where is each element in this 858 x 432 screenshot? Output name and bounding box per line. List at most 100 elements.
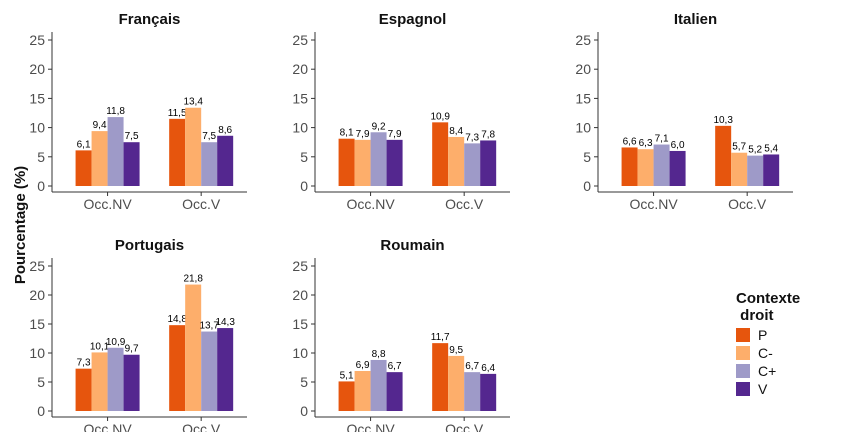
y-axis-label: Pourcentage (%) xyxy=(12,166,29,284)
data-label: 7,3 xyxy=(465,132,479,143)
legend-title: Contexte xyxy=(736,290,800,307)
y-tick-label: 15 xyxy=(575,90,591,106)
data-label: 9,4 xyxy=(93,120,107,131)
y-tick-label: 5 xyxy=(37,374,45,390)
data-label: 6,6 xyxy=(623,136,637,147)
data-label: 7,9 xyxy=(356,129,370,140)
bar-C--Occ.NV xyxy=(91,352,108,411)
data-label: 5,1 xyxy=(340,370,354,381)
legend-swatch-C- xyxy=(736,346,750,360)
data-label: 21,8 xyxy=(183,274,203,285)
data-label: 7,5 xyxy=(202,131,216,142)
x-tick-label: Occ.NV xyxy=(346,196,395,212)
data-label: 10,3 xyxy=(713,115,733,126)
bar-P-Occ.NV xyxy=(75,368,92,411)
data-label: 9,7 xyxy=(125,344,139,355)
panel-title: Roumain xyxy=(380,237,444,254)
bar-P-Occ.V xyxy=(715,125,732,186)
bar-C--Occ.V xyxy=(448,355,465,411)
legend-swatch-P xyxy=(736,328,750,342)
data-label: 6,7 xyxy=(388,361,402,372)
y-tick-label: 25 xyxy=(29,32,45,48)
panel-4: Roumain05101520255,16,98,86,7Occ.NV11,79… xyxy=(292,237,510,432)
y-tick-label: 15 xyxy=(29,90,45,106)
bar-P-Occ.NV xyxy=(75,150,92,186)
y-tick-label: 20 xyxy=(29,287,45,303)
bar-C+-Occ.NV xyxy=(107,117,124,186)
bar-P-Occ.NV xyxy=(338,381,355,411)
data-label: 7,3 xyxy=(77,358,91,369)
legend-label: V xyxy=(758,381,768,397)
x-tick-label: Occ.NV xyxy=(83,196,132,212)
y-tick-label: 0 xyxy=(583,178,591,194)
y-tick-label: 10 xyxy=(29,345,45,361)
bar-C--Occ.NV xyxy=(354,139,371,186)
data-label: 7,9 xyxy=(388,129,402,140)
bar-V-Occ.NV xyxy=(123,142,140,186)
data-label: 10,9 xyxy=(106,337,126,348)
bar-V-Occ.NV xyxy=(386,139,403,186)
data-label: 13,7 xyxy=(199,321,219,332)
y-tick-label: 10 xyxy=(292,345,308,361)
y-tick-label: 5 xyxy=(300,374,308,390)
y-tick-label: 10 xyxy=(292,120,308,136)
bar-C+-Occ.NV xyxy=(370,132,387,186)
data-label: 10,9 xyxy=(430,111,450,122)
bar-V-Occ.NV xyxy=(669,150,686,186)
data-label: 8,1 xyxy=(340,128,354,139)
bar-P-Occ.NV xyxy=(338,138,355,186)
y-tick-label: 15 xyxy=(29,316,45,332)
bar-C--Occ.NV xyxy=(91,131,108,186)
y-tick-label: 20 xyxy=(575,61,591,77)
data-label: 6,0 xyxy=(671,140,685,151)
y-tick-label: 15 xyxy=(292,90,308,106)
legend-label: P xyxy=(758,327,767,343)
bar-C--Occ.V xyxy=(185,107,202,186)
data-label: 6,4 xyxy=(481,363,495,374)
bar-C+-Occ.V xyxy=(464,143,481,186)
data-label: 9,2 xyxy=(372,121,386,132)
data-label: 5,2 xyxy=(748,145,762,156)
bar-V-Occ.V xyxy=(480,140,497,186)
data-label: 8,8 xyxy=(372,349,386,360)
panel-title: Français xyxy=(119,11,181,28)
bar-C+-Occ.V xyxy=(747,155,764,186)
panel-title: Portugais xyxy=(115,237,184,254)
x-tick-label: Occ.V xyxy=(445,196,484,212)
data-label: 10,1 xyxy=(90,341,110,352)
y-tick-label: 25 xyxy=(292,258,308,274)
bar-C+-Occ.NV xyxy=(370,359,387,411)
data-label: 14,8 xyxy=(167,314,187,325)
bar-P-Occ.NV xyxy=(621,147,638,186)
legend-swatch-V xyxy=(736,382,750,396)
bar-V-Occ.V xyxy=(763,154,780,186)
bar-V-Occ.NV xyxy=(123,354,140,411)
x-tick-label: Occ.V xyxy=(182,421,221,432)
bar-P-Occ.V xyxy=(432,122,449,186)
bar-C--Occ.V xyxy=(731,152,748,186)
y-tick-label: 20 xyxy=(292,287,308,303)
bar-C+-Occ.NV xyxy=(107,347,124,411)
bar-C--Occ.NV xyxy=(354,370,371,411)
x-tick-label: Occ.V xyxy=(445,421,484,432)
legend-title: droit xyxy=(736,307,774,324)
y-tick-label: 5 xyxy=(37,149,45,165)
y-tick-label: 25 xyxy=(292,32,308,48)
bar-C--Occ.NV xyxy=(637,149,654,186)
x-tick-label: Occ.V xyxy=(182,196,221,212)
bar-P-Occ.V xyxy=(169,118,186,186)
data-label: 6,1 xyxy=(77,139,91,150)
y-tick-label: 5 xyxy=(300,149,308,165)
y-tick-label: 10 xyxy=(575,120,591,136)
y-tick-label: 25 xyxy=(575,32,591,48)
bar-C--Occ.V xyxy=(448,136,465,186)
panel-2: Italien 0 5 10 15 20 25 6,6 6,3 7,16,0 Occ.NV 10,3 5… xyxy=(575,11,793,212)
data-label: 8,4 xyxy=(449,126,463,137)
y-tick-label: 0 xyxy=(37,178,45,194)
x-tick-label: Occ.NV xyxy=(629,196,678,212)
bar-P-Occ.V xyxy=(432,343,449,411)
data-label: 8,6 xyxy=(218,125,232,136)
data-label: 11,8 xyxy=(106,106,125,117)
data-label: 5,4 xyxy=(764,143,778,154)
